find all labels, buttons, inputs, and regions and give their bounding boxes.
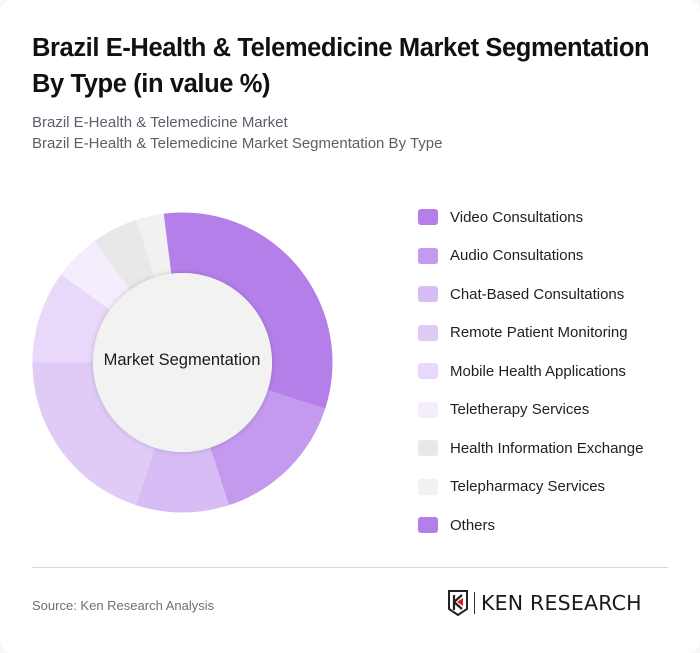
logo-text: KEN RESEARCH: [481, 591, 642, 615]
donut-center-label: Market Segmentation: [103, 351, 261, 369]
legend-swatch: [418, 440, 438, 457]
donut-slice-health-information-exchange[interactable]: [94, 219, 155, 291]
legend-item-chat-based-consultations[interactable]: Chat-Based Consultations: [418, 275, 643, 314]
legend-item-health-information-exchange[interactable]: Health Information Exchange: [418, 429, 643, 468]
legend-swatch: [418, 247, 438, 264]
source-note: Source: Ken Research Analysis: [32, 598, 215, 613]
chart-subtitle: Brazil E-Health & Telemedicine Market Br…: [32, 112, 442, 154]
legend-item-teletherapy-services[interactable]: Teletherapy Services: [418, 391, 643, 430]
legend-swatch: [418, 478, 438, 495]
legend-label: Others: [450, 516, 496, 534]
legend-label: Telepharmacy Services: [450, 478, 606, 496]
donut-slice-video-consultations[interactable]: [182, 212, 333, 409]
donut-slice-others[interactable]: [163, 212, 183, 274]
donut-slice-mobile-health-applications[interactable]: [32, 274, 111, 363]
legend-swatch: [418, 401, 438, 418]
legend-label: Health Information Exchange: [450, 439, 644, 457]
legend-swatch: [418, 286, 438, 303]
subtitle-segmentation: Brazil E-Health & Telemedicine Market Se…: [32, 135, 443, 152]
donut-center: [93, 273, 272, 452]
legend-swatch: [418, 517, 438, 534]
legend-label: Audio Consultations: [450, 247, 584, 265]
legend-item-telepharmacy-services[interactable]: Telepharmacy Services: [418, 468, 643, 507]
legend-swatch: [418, 363, 438, 380]
donut-slice-teletherapy-services[interactable]: [61, 241, 130, 310]
legend-label: Remote Patient Monitoring: [450, 324, 628, 342]
legend-item-others[interactable]: Others: [418, 506, 643, 545]
legend-swatch: [418, 209, 438, 226]
donut-slice-telepharmacy-services[interactable]: [136, 213, 172, 278]
logo-separator: [474, 592, 475, 614]
legend-label: Chat-Based Consultations: [450, 285, 625, 303]
ken-research-logo: KEN RESEARCH: [447, 590, 642, 616]
donut-slice-audio-consultations[interactable]: [210, 390, 326, 506]
footer-divider: [32, 567, 668, 568]
legend-item-remote-patient-monitoring[interactable]: Remote Patient Monitoring: [418, 314, 643, 353]
legend-label: Mobile Health Applications: [450, 362, 626, 380]
subtitle-market: Brazil E-Health & Telemedicine Market: [32, 114, 288, 131]
legend-item-audio-consultations[interactable]: Audio Consultations: [418, 237, 643, 276]
ken-logo-shield-icon: [448, 590, 468, 616]
legend-item-mobile-health-applications[interactable]: Mobile Health Applications: [418, 352, 643, 391]
legend-item-video-consultations[interactable]: Video Consultations: [418, 198, 643, 237]
donut-chart: [32, 212, 333, 513]
legend-label: Video Consultations: [450, 208, 584, 226]
chart-legend: Video Consultations Audio Consultations Ch…: [418, 198, 643, 545]
donut-slice-remote-patient-monitoring[interactable]: [32, 362, 155, 506]
legend-swatch: [418, 324, 438, 341]
donut-slice-chat-based-consultations[interactable]: [136, 447, 229, 513]
legend-label: Teletherapy Services: [450, 401, 590, 419]
chart-title: Brazil E-Health & Telemedicine Market Se…: [32, 34, 650, 98]
